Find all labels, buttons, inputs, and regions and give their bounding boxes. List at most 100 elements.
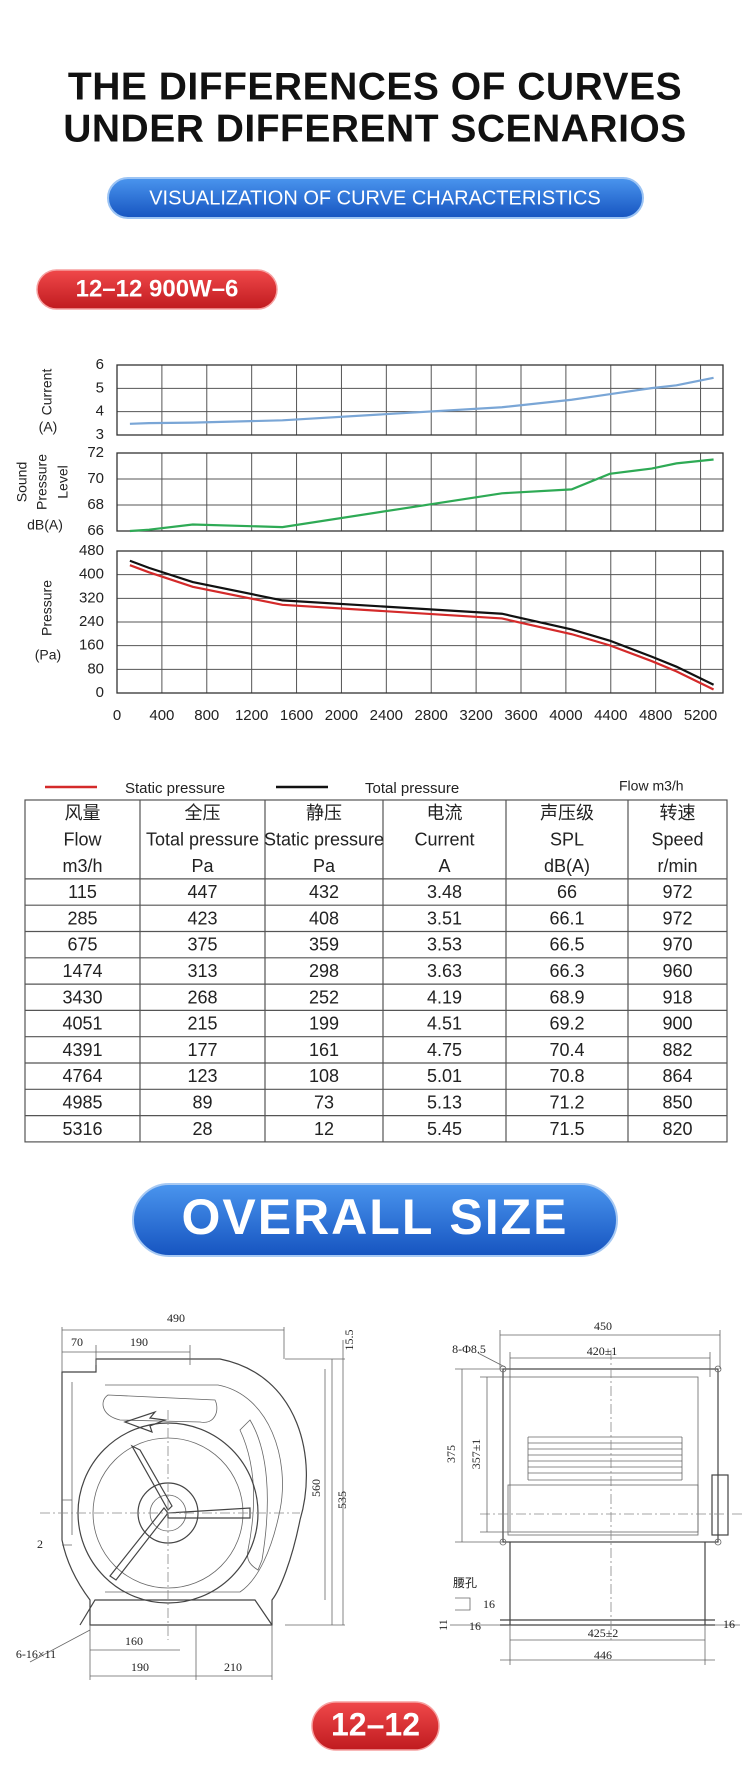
x-tick-label: 2400	[370, 707, 403, 724]
table-cell: 972	[662, 882, 692, 902]
y-tick-label: 480	[79, 542, 104, 559]
x-tick-label: 4400	[594, 707, 627, 724]
table-cell: 252	[309, 987, 339, 1007]
table-cell: 215	[187, 1014, 217, 1034]
y-axis-label: Pressure	[39, 580, 55, 636]
size-title: OVERALL SIZE	[181, 1189, 568, 1245]
table-cell: r/min	[658, 856, 698, 876]
table-cell: Pa	[191, 856, 214, 876]
y-axis-label: Sound	[14, 462, 30, 502]
y-tick-label: 80	[87, 660, 104, 677]
data-line	[129, 564, 715, 691]
table-cell: 68.9	[549, 987, 584, 1007]
table-cell: Total pressure	[146, 830, 259, 850]
y-tick-label: 68	[87, 496, 104, 513]
table-cell: 71.5	[549, 1119, 584, 1139]
table-cell: 71.2	[549, 1093, 584, 1113]
y-axis-label: dB(A)	[27, 517, 63, 533]
x-tick-label: 2000	[325, 707, 358, 724]
table-cell: 177	[187, 1040, 217, 1060]
x-axis-label: Flow m3/h	[619, 778, 684, 794]
y-tick-label: 3	[96, 426, 104, 443]
table-cell: 4985	[62, 1093, 102, 1113]
table-cell: Pa	[313, 856, 336, 876]
table-cell: 675	[67, 935, 97, 955]
table-cell: 70.4	[549, 1040, 584, 1060]
table-cell: 960	[662, 961, 692, 981]
legend-label: Static pressure	[125, 780, 225, 797]
y-axis-label: (Pa)	[35, 647, 61, 663]
table-cell: 972	[662, 908, 692, 928]
y-axis-label: Level	[55, 465, 71, 498]
table-cell: 375	[187, 935, 217, 955]
table-cell: 转速	[660, 803, 696, 823]
table-cell: 3.53	[427, 935, 462, 955]
data-line	[129, 559, 715, 686]
data-line	[129, 376, 714, 425]
y-tick-label: 72	[87, 444, 104, 461]
dimension: 210	[224, 1660, 242, 1674]
y-axis-label: (A)	[39, 419, 58, 435]
dimension: 16	[469, 1619, 481, 1633]
table-cell: 5.13	[427, 1093, 462, 1113]
dimension: 70	[71, 1335, 83, 1349]
y-tick-label: 70	[87, 470, 104, 487]
table-cell: 432	[309, 882, 339, 902]
dimension: 375	[444, 1445, 458, 1463]
dimension: 190	[130, 1335, 148, 1349]
table-cell: 4391	[62, 1040, 102, 1060]
dimension: 11	[436, 1619, 450, 1631]
plot-frame	[116, 452, 724, 532]
y-tick-label: 5	[96, 379, 104, 396]
y-tick-label: 6	[96, 356, 104, 373]
title-line: UNDER DIFFERENT SCENARIOS	[63, 107, 687, 150]
table-cell: Speed	[651, 830, 703, 850]
dimension: 357±1	[469, 1439, 483, 1470]
table-cell: 4764	[62, 1066, 102, 1086]
dimension: 190	[131, 1660, 149, 1674]
table-cell: 850	[662, 1093, 692, 1113]
y-tick-label: 4	[96, 403, 104, 420]
table-cell: 66.5	[549, 935, 584, 955]
table-cell: 4.19	[427, 987, 462, 1007]
footer-badge: 12–12	[331, 1706, 420, 1742]
plot-frame	[116, 550, 724, 694]
table-frame	[24, 799, 728, 1143]
table-cell: 5.45	[427, 1119, 462, 1139]
x-tick-label: 1200	[235, 707, 268, 724]
dimension: 450	[594, 1319, 612, 1333]
table-cell: 285	[67, 908, 97, 928]
table-cell: 5316	[62, 1119, 102, 1139]
model-pill	[36, 269, 278, 310]
table-cell: SPL	[550, 830, 584, 850]
table-cell: 3430	[62, 987, 102, 1007]
table-cell: 5.01	[427, 1066, 462, 1086]
table-cell: 66.1	[549, 908, 584, 928]
table-cell: 199	[309, 1014, 339, 1034]
x-tick-label: 3600	[504, 707, 537, 724]
subtitle: VISUALIZATION OF CURVE CHARACTERISTICS	[149, 187, 601, 209]
x-tick-label: 800	[194, 707, 219, 724]
table-cell: 115	[68, 882, 97, 902]
table-cell: 3.63	[427, 961, 462, 981]
table-cell: 882	[662, 1040, 692, 1060]
title-line: THE DIFFERENCES OF CURVES	[68, 65, 682, 108]
dimension: 535	[335, 1491, 349, 1509]
table-cell: 12	[314, 1119, 334, 1139]
dimension: 490	[167, 1311, 185, 1325]
right-drawing: 450 8-Φ8.5 420±1 375 357±1 腰孔 16 16 11 4…	[436, 1319, 745, 1665]
table-cell: A	[438, 856, 450, 876]
dimension: 420±1	[587, 1344, 618, 1358]
dimension: 560	[309, 1479, 323, 1497]
table-cell: 电流	[427, 803, 463, 823]
table-cell: 161	[309, 1040, 339, 1060]
y-axis-label: Current	[39, 369, 55, 416]
table-cell: 1474	[62, 961, 102, 981]
footer-pill	[311, 1701, 440, 1751]
table-cell: 4.75	[427, 1040, 462, 1060]
x-tick-label: 5200	[684, 707, 717, 724]
dimension: 16	[483, 1597, 495, 1611]
table-cell: 89	[192, 1093, 212, 1113]
x-tick-label: 1600	[280, 707, 313, 724]
table-cell: 298	[309, 961, 339, 981]
